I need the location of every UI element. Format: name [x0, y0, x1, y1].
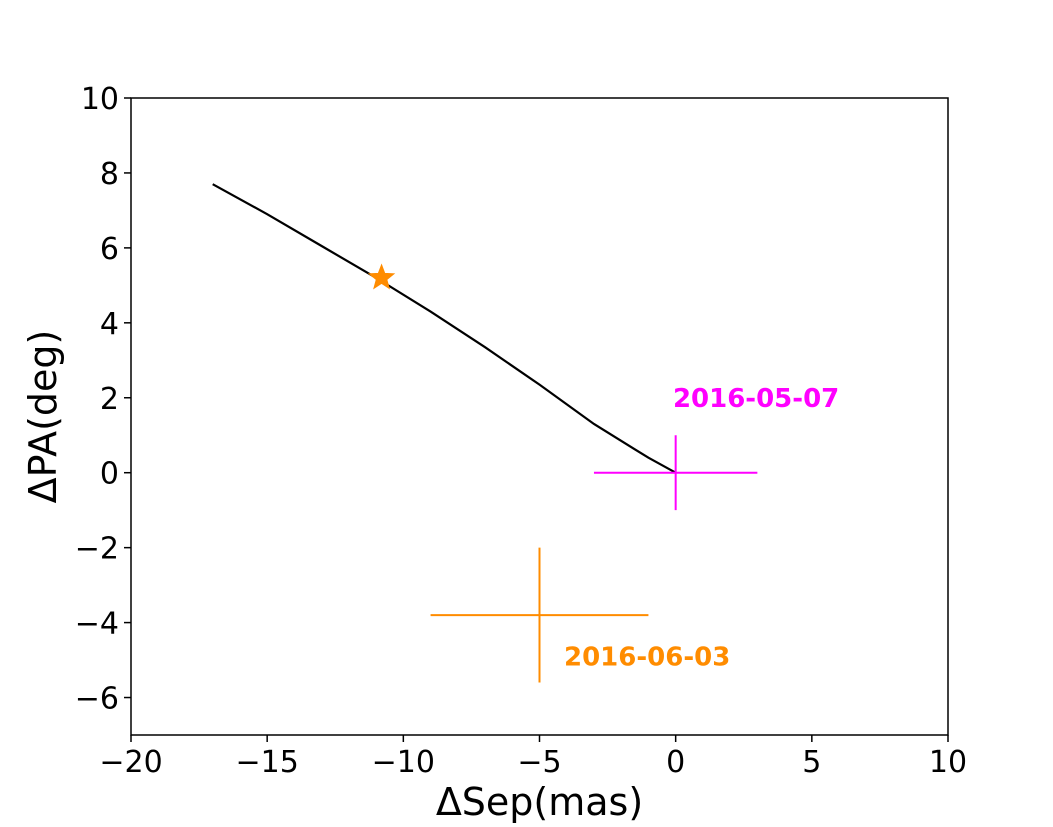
- y-axis-title: ΔPA(deg): [21, 330, 65, 504]
- y-tick-label: −2: [75, 532, 119, 567]
- y-tick-label: 10: [81, 82, 119, 117]
- data-marks: 2016-05-07 2016-06-03: [212, 183, 839, 683]
- x-tick-label: −5: [517, 745, 561, 780]
- error-cross-2016-05-07: [593, 435, 758, 511]
- annotation-2016-05-07: 2016-05-07: [673, 384, 839, 414]
- y-tick-label: 0: [100, 457, 119, 492]
- x-tick-label: −15: [236, 745, 299, 780]
- x-tick-label: −10: [372, 745, 435, 780]
- x-tick-label: −20: [99, 745, 162, 780]
- x-tick-label: 5: [802, 745, 821, 780]
- y-tick-label: −6: [75, 682, 119, 717]
- x-tick-label: 10: [929, 745, 967, 780]
- y-tick-label: 2: [100, 382, 119, 417]
- error-cross-2016-06-03: [430, 547, 649, 683]
- x-tick-label: 0: [666, 745, 685, 780]
- y-tick-label: 4: [100, 307, 119, 342]
- model-curve: [212, 183, 677, 474]
- y-tick-label: 8: [100, 157, 119, 192]
- star-marker: [367, 263, 396, 290]
- y-tick-label: −4: [75, 607, 119, 642]
- annotation-2016-06-03: 2016-06-03: [564, 642, 730, 672]
- x-axis-title: ΔSep(mas): [436, 780, 643, 824]
- y-tick-label: 6: [100, 232, 119, 267]
